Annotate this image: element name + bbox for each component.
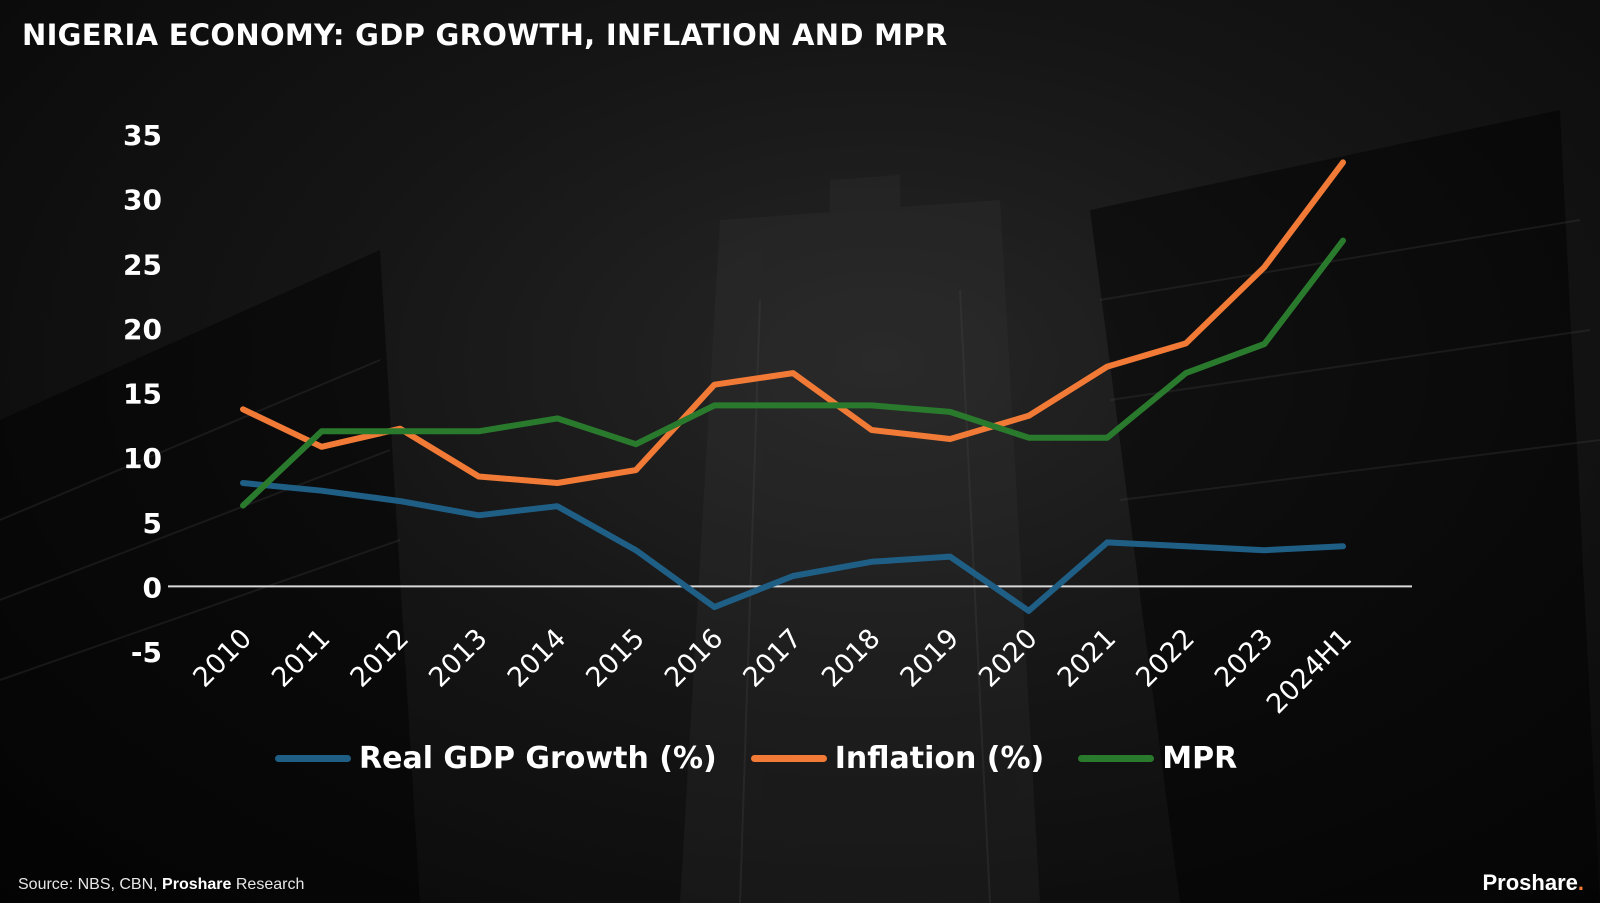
legend-swatch-inflation [750,754,827,762]
x-tick-label: 2017 [737,623,808,694]
legend-label-mpr: MPR [1162,740,1238,776]
series-line-gdp [240,480,1346,614]
x-tick-label: 2013 [423,623,494,694]
y-tick-label: 0 [143,571,162,604]
x-tick-label: 2018 [816,623,887,694]
y-tick-label: 5 [143,507,162,540]
source-note: Source: NBS, CBN, Proshare Research [18,876,304,894]
source-brand: Proshare [162,876,232,893]
legend-swatch-mpr [1078,754,1155,762]
brand-dot: . [1577,870,1584,895]
x-tick-label: 2014 [502,623,573,694]
source-suffix: Research [231,876,305,893]
chart-title: NIGERIA ECONOMY: GDP GROWTH, INFLATION A… [22,18,948,52]
y-tick-label: -5 [131,636,162,669]
legend: Real GDP Growth (%) Inflation (%) MPR [275,738,1237,778]
y-tick-label: 15 [123,378,162,411]
legend-item-inflation: Inflation (%) [750,740,1045,776]
legend-swatch-gdp [275,754,351,762]
x-tick-label: 2019 [895,623,966,694]
legend-item-mpr: MPR [1078,741,1237,776]
y-tick-label: 20 [123,313,162,346]
x-tick-label: 2020 [973,623,1044,694]
x-tick-label: 2024H1 [1261,623,1358,720]
y-tick-label: 35 [123,119,162,152]
legend-label-inflation: Inflation (%) [834,740,1045,776]
x-tick-label: 2023 [1209,623,1280,694]
y-tick-label: 10 [123,442,162,475]
x-tick-label: 2012 [345,623,416,694]
x-tick-label: 2022 [1130,623,1201,694]
x-tick-label: 2015 [580,623,651,694]
brand-logo: Proshare. [1482,870,1584,896]
legend-label-gdp: Real GDP Growth (%) [359,740,717,776]
x-tick-label: 2016 [659,623,730,694]
series-line-inflation [240,159,1346,486]
series-line-mpr [240,237,1346,509]
x-tick-label: 2011 [266,623,337,694]
x-tick-label: 2010 [187,623,258,694]
brand-name: Proshare [1482,870,1578,895]
legend-item-gdp: Real GDP Growth (%) [275,741,717,776]
y-tick-label: 30 [123,184,162,217]
x-tick-label: 2021 [1052,623,1123,694]
y-tick-label: 25 [123,248,162,281]
source-prefix: Source: NBS, CBN, [18,876,163,893]
